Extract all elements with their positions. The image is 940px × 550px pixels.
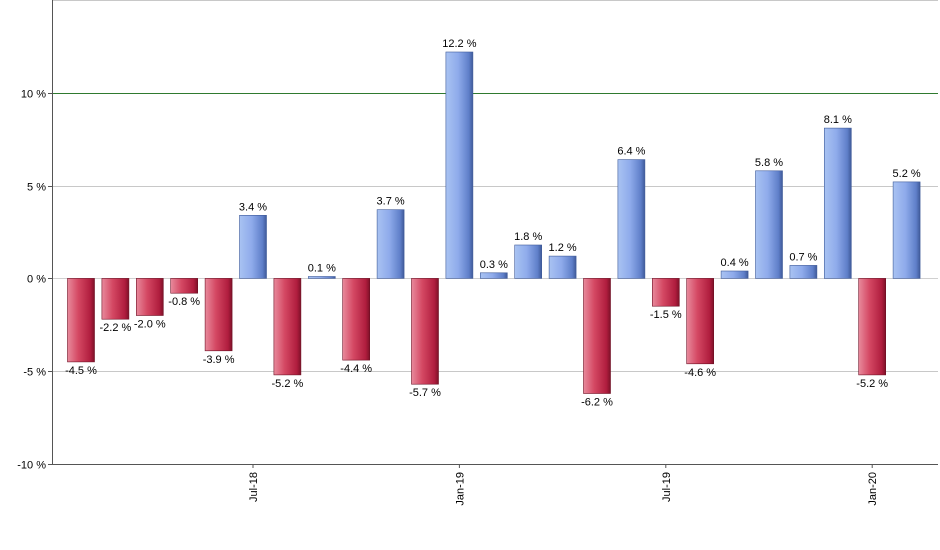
bar <box>892 181 921 279</box>
data-label: 5.8 % <box>755 157 783 169</box>
data-label: -5.7 % <box>409 387 441 399</box>
data-label: 0.3 % <box>480 259 508 271</box>
bar <box>273 278 302 376</box>
bar <box>617 159 646 279</box>
data-label: 8.1 % <box>824 114 852 126</box>
bar <box>411 278 439 385</box>
bar <box>548 255 577 279</box>
data-label: -1.5 % <box>650 309 682 321</box>
y-tick-label: 10 % <box>21 89 46 101</box>
data-label: 0.4 % <box>721 257 749 269</box>
bar <box>170 278 198 294</box>
bar <box>239 215 267 279</box>
data-label: -4.4 % <box>340 363 372 375</box>
data-label: 12.2 % <box>442 38 476 50</box>
bar <box>583 278 611 394</box>
data-label: 3.4 % <box>239 201 267 213</box>
gridlines <box>52 0 938 465</box>
data-label: 1.2 % <box>549 242 577 254</box>
y-tick-label: 0 % <box>27 274 46 286</box>
data-label: 1.8 % <box>514 231 542 243</box>
bar <box>651 278 680 307</box>
data-label: -2.2 % <box>100 322 132 334</box>
data-labels: -4.5 % -2.2 % -2.0 %-0.8 % -3.9 % 3.4 % -5.2 … <box>65 38 921 409</box>
bar <box>101 278 130 320</box>
data-label: -6.2 % <box>581 397 613 409</box>
bar <box>858 278 887 376</box>
bar <box>823 127 852 279</box>
data-label: 6.4 % <box>617 146 645 158</box>
bar <box>445 51 474 279</box>
y-tick-label: -10 % <box>17 460 46 472</box>
bar <box>686 278 715 365</box>
x-tick-label: Jul-19 <box>661 472 673 502</box>
bar <box>204 278 233 352</box>
data-label: 3.7 % <box>377 196 405 208</box>
axes: -10 % -5 % 0 % 5 % 10 % Jul-18 Jan-19 Jul-19 Jan… <box>17 0 938 506</box>
bar <box>514 244 543 279</box>
bar <box>479 272 508 279</box>
bar <box>720 270 749 279</box>
bar <box>342 278 371 361</box>
bar <box>67 278 95 363</box>
data-label: 0.1 % <box>308 263 336 275</box>
data-label: -5.2 % <box>856 378 888 390</box>
bar <box>376 209 405 279</box>
bar <box>136 278 164 316</box>
bars <box>67 51 921 394</box>
data-label: -0.8 % <box>168 296 200 308</box>
y-tick-label: 5 % <box>27 182 46 194</box>
y-tick-label: -5 % <box>23 367 46 379</box>
bar <box>307 276 336 279</box>
data-label: -5.2 % <box>272 378 304 390</box>
data-label: -4.5 % <box>65 365 97 377</box>
data-label: -3.9 % <box>203 354 235 366</box>
x-tick-label: Jan-20 <box>867 472 879 506</box>
bar <box>789 265 818 279</box>
x-tick-label: Jan-19 <box>454 472 466 506</box>
data-label: -2.0 % <box>134 319 166 331</box>
data-label: 0.7 % <box>789 251 817 263</box>
data-label: 5.2 % <box>893 168 921 180</box>
bar <box>755 170 783 279</box>
x-tick-label: Jul-18 <box>248 472 260 502</box>
data-label: -4.6 % <box>684 367 716 379</box>
